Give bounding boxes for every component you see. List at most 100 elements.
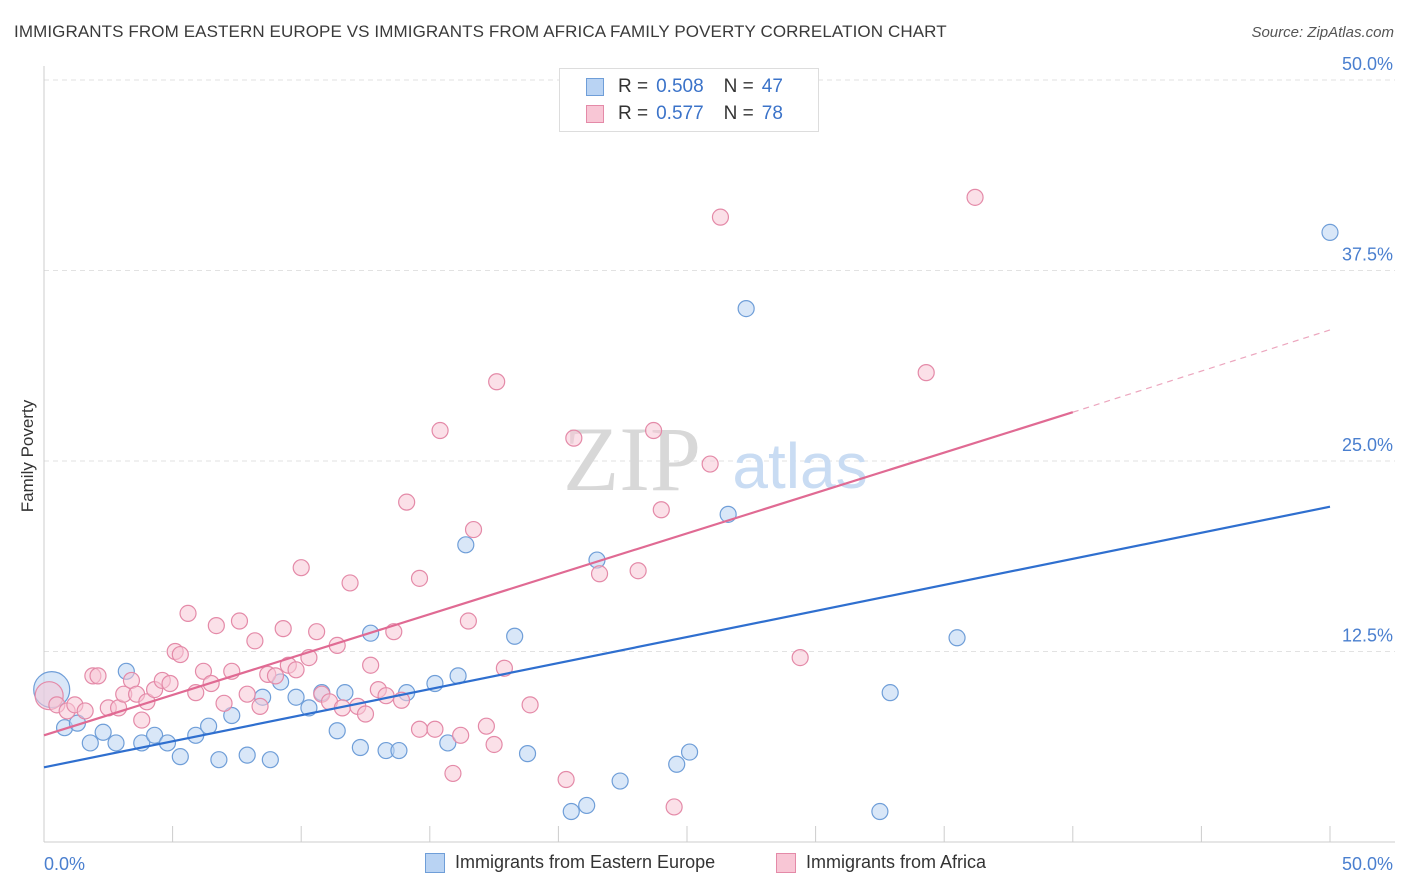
legend-r-key: R =: [618, 76, 649, 97]
data-point: [565, 429, 583, 447]
y-tick-label: 12.5%: [1342, 626, 1393, 646]
x-tick-label-max: 50.0%: [1342, 854, 1393, 874]
data-point: [521, 696, 539, 714]
data-point: [477, 717, 495, 735]
legend-n-value: 47: [761, 76, 783, 97]
data-point: [207, 616, 225, 635]
y-tick-label: 37.5%: [1342, 245, 1393, 265]
data-point: [390, 741, 408, 760]
legend-r-key: R =: [618, 103, 649, 124]
data-point: [590, 565, 609, 583]
chart-source: Source: ZipAtlas.com: [1251, 24, 1394, 41]
data-point: [410, 569, 429, 587]
data-point: [287, 688, 305, 706]
data-point: [452, 726, 470, 744]
data-point: [439, 734, 457, 752]
data-point: [711, 208, 730, 226]
data-point: [246, 632, 264, 650]
data-point: [444, 764, 462, 783]
data-point: [668, 755, 686, 773]
trend-lines: [43, 329, 1331, 769]
data-point: [557, 770, 575, 789]
data-point: [506, 627, 524, 645]
data-point: [611, 772, 629, 790]
bottom-legend-swatch-africa: [776, 852, 796, 873]
bottom-legend-africa: Immigrants from Africa: [776, 852, 986, 873]
data-point: [215, 694, 233, 712]
legend-r-value: 0.577: [656, 103, 704, 124]
bottom-legend-label-africa: Immigrants from Africa: [806, 852, 987, 872]
data-point: [459, 612, 477, 630]
legend-r-value: 0.508: [656, 76, 704, 97]
y-tick-label: 25.0%: [1342, 435, 1393, 455]
data-point: [238, 685, 256, 703]
data-point: [238, 746, 256, 764]
legend-swatch-africa: [586, 105, 604, 123]
data-point: [328, 722, 346, 740]
y-tick-label: 50.0%: [1342, 54, 1393, 74]
watermark: ZIP atlas: [563, 408, 868, 510]
legend-swatch-eastern-europe: [586, 78, 604, 96]
data-point: [194, 662, 213, 680]
gridlines: [44, 79, 1395, 652]
series-africa: [34, 188, 984, 816]
data-point: [1321, 223, 1339, 241]
data-point: [161, 674, 179, 693]
data-point: [308, 623, 326, 641]
data-point: [274, 620, 292, 638]
data-point: [917, 364, 935, 382]
data-point: [138, 693, 156, 711]
legend-n-key: N =: [723, 103, 754, 124]
data-point: [292, 559, 310, 577]
data-point: [652, 501, 670, 519]
data-point: [145, 726, 164, 744]
data-point: [362, 656, 380, 674]
data-point: [377, 687, 395, 705]
bottom-legend-label-eastern-europe: Immigrants from Eastern Europe: [455, 852, 716, 872]
data-point: [266, 667, 285, 685]
data-point: [171, 645, 189, 664]
data-point: [223, 706, 241, 725]
data-point: [578, 796, 596, 815]
tick-labels: 12.5% 25.0% 37.5% 50.0% 0.0% 50.0%: [44, 54, 1393, 874]
legend: R = 0.508 N = 47 R = 0.577 N = 78: [559, 68, 819, 132]
chart-title: IMMIGRANTS FROM EASTERN EUROPE VS IMMIGR…: [14, 22, 947, 41]
data-point: [336, 684, 354, 702]
trend-line-africa: [43, 411, 1074, 737]
data-point: [351, 738, 369, 757]
data-point: [485, 735, 503, 754]
trend-line-eastern-europe: [43, 505, 1331, 769]
legend-n-value: 78: [761, 103, 783, 124]
data-point: [251, 697, 269, 715]
data-point: [791, 648, 809, 667]
data-point: [431, 421, 449, 440]
data-point: [737, 300, 755, 318]
data-point: [398, 493, 416, 511]
data-point: [518, 745, 537, 763]
data-point: [948, 629, 966, 647]
legend-row-eastern-europe: R = 0.508 N = 47: [586, 75, 783, 99]
data-point: [680, 743, 699, 761]
data-point: [562, 802, 580, 821]
data-point: [464, 520, 483, 539]
data-point: [356, 705, 375, 723]
legend-row-africa: R = 0.577 N = 78: [586, 102, 783, 126]
data-point: [701, 455, 719, 473]
bottom-legend-eastern-europe: Immigrants from Eastern Europe: [425, 852, 715, 873]
data-point: [287, 661, 305, 679]
data-point: [629, 562, 647, 580]
data-point: [133, 711, 151, 729]
trend-line-africa-extension: [1072, 329, 1331, 413]
x-tick-label-min: 0.0%: [44, 854, 85, 874]
data-point: [89, 667, 107, 685]
data-point: [410, 720, 429, 738]
data-point: [644, 421, 663, 440]
data-point: [94, 723, 112, 741]
axes: [43, 66, 1395, 843]
watermark-atlas: atlas: [732, 430, 867, 502]
data-point: [426, 720, 444, 738]
data-point: [966, 188, 984, 206]
watermark-zip: ZIP: [563, 408, 701, 510]
data-point: [171, 748, 189, 766]
